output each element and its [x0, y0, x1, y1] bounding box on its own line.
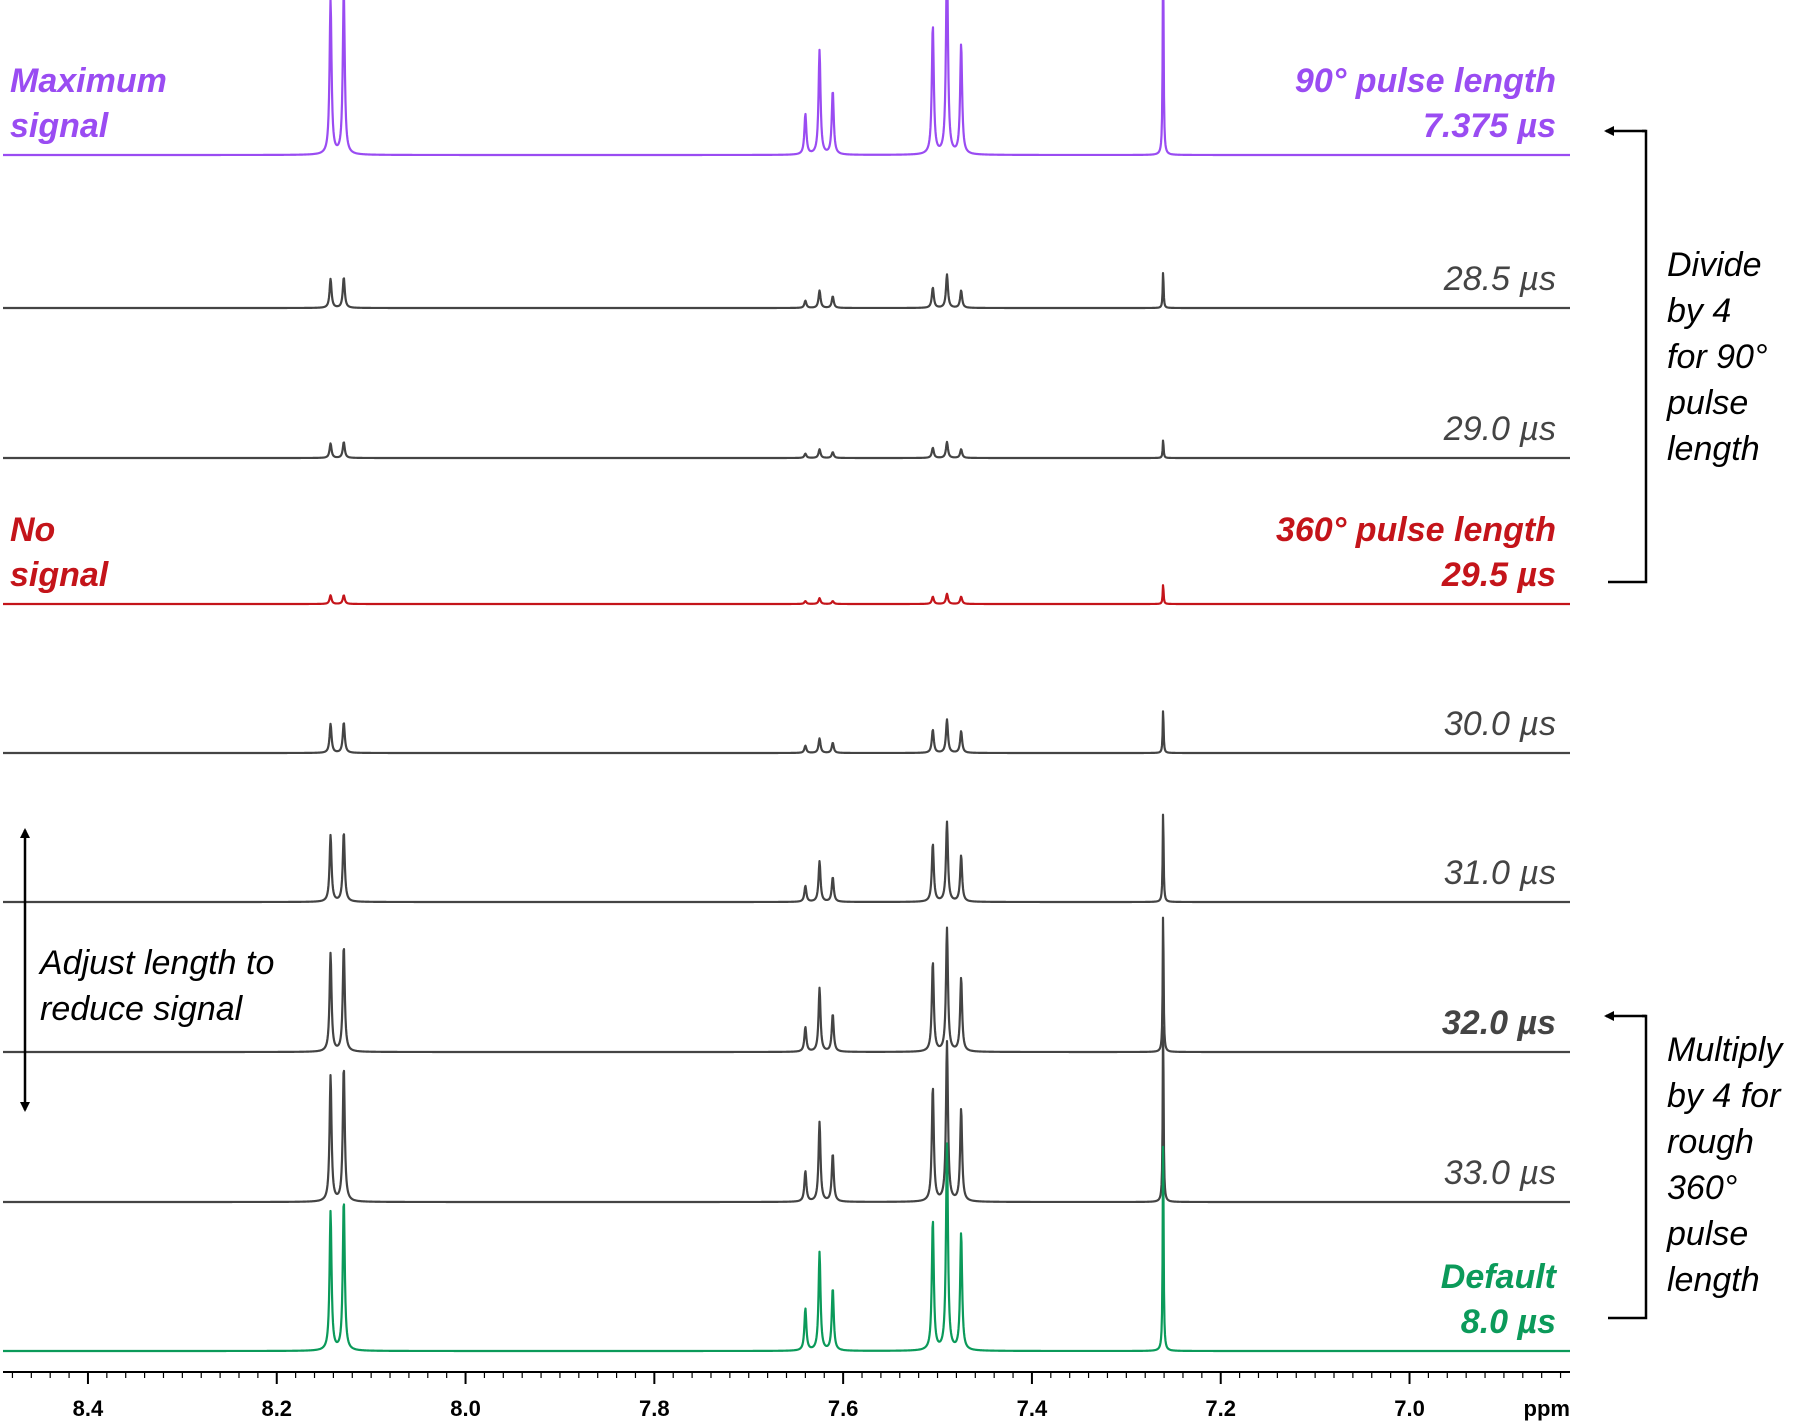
spectrum-line-p290 — [2, 439, 1571, 460]
divide-bracket — [1608, 129, 1648, 584]
spectrum-p330 — [2, 1026, 1571, 1204]
spectrum-line-p285 — [2, 271, 1571, 310]
divide-note-line-0: Divide — [1667, 246, 1761, 284]
multiply-note-line-3: 360° — [1667, 1169, 1737, 1207]
adjust-note-line-0: Adjust length to — [38, 944, 274, 982]
spectrum-line-p310 — [2, 813, 1571, 904]
series-label-p300-0: 30.0 µs — [1444, 705, 1556, 743]
series-label-p295-1: 29.5 µs — [1441, 556, 1556, 594]
multiply-note-line-0: Multiply — [1667, 1031, 1784, 1069]
multiply-note-line-1: by 4 for — [1667, 1077, 1782, 1115]
spectrum-max — [2, 0, 1571, 157]
x-tick-label: 8.4 — [73, 1396, 104, 1421]
x-tick-label: 7.4 — [1017, 1396, 1048, 1421]
series-label-p320-0: 32.0 µs — [1442, 1004, 1556, 1042]
series-label-max-1: 7.375 µs — [1423, 107, 1556, 145]
x-axis-label: ppm — [1524, 1396, 1570, 1421]
series-label-p295-0: 360° pulse length — [1276, 511, 1556, 549]
spectrum-p290 — [2, 439, 1571, 460]
spectrum-def — [2, 1142, 1571, 1353]
divide-note-line-3: pulse — [1666, 384, 1748, 422]
x-tick-label: 7.6 — [828, 1396, 859, 1421]
spectrum-p310 — [2, 813, 1571, 904]
series-label-def-1: 8.0 µs — [1461, 1303, 1556, 1341]
x-tick-label: 7.8 — [639, 1396, 670, 1421]
series-note-max-1: signal — [10, 107, 110, 145]
spectrum-line-p300 — [2, 710, 1571, 755]
spectra-layer — [2, 0, 1571, 1353]
adjust-note-line-1: reduce signal — [40, 990, 244, 1028]
series-label-p290-0: 29.0 µs — [1443, 410, 1556, 448]
series-label-def-0: Default — [1441, 1258, 1558, 1296]
spectrum-line-p320 — [2, 916, 1571, 1054]
divide-note-line-4: length — [1667, 430, 1760, 468]
spectrum-line-p295 — [2, 584, 1571, 606]
annotations: Divide by 4 for 90° pulse length Multiply by 4… — [20, 126, 1784, 1320]
spectrum-line-max — [2, 0, 1571, 157]
series-note-p295-1: signal — [10, 556, 110, 594]
series-label-max-0: 90° pulse length — [1295, 62, 1556, 100]
spectrum-p285 — [2, 271, 1571, 310]
spectrum-p300 — [2, 710, 1571, 755]
labels-layer: 90° pulse length 7.375 µs Maximum signal 28.… — [10, 62, 1558, 1341]
spectrum-p295 — [2, 584, 1571, 606]
series-note-p295-0: No — [10, 511, 55, 549]
series-label-p330-0: 33.0 µs — [1444, 1154, 1556, 1192]
x-axis: 8.4 8.2 8.0 7.8 7.6 7.4 7.2 7.0 ppm — [3, 1371, 1570, 1421]
series-label-p310-0: 31.0 µs — [1444, 854, 1556, 892]
spectrum-line-p330 — [2, 1026, 1571, 1204]
x-tick-label: 7.2 — [1205, 1396, 1236, 1421]
spectrum-line-def — [2, 1142, 1571, 1353]
multiply-note-line-5: length — [1667, 1261, 1760, 1299]
divide-note-line-2: for 90° — [1667, 338, 1768, 376]
spectrum-p320 — [2, 916, 1571, 1054]
multiply-bracket — [1608, 1014, 1648, 1320]
multiply-note-line-2: rough — [1667, 1123, 1754, 1161]
x-tick-label: 8.0 — [450, 1396, 481, 1421]
divide-note-line-1: by 4 — [1667, 292, 1731, 330]
x-tick-label: 7.0 — [1394, 1396, 1425, 1421]
series-note-max-0: Maximum — [10, 62, 167, 100]
x-tick-label: 8.2 — [261, 1396, 292, 1421]
series-label-p285-0: 28.5 µs — [1443, 260, 1556, 298]
multiply-note-line-4: pulse — [1666, 1215, 1748, 1253]
